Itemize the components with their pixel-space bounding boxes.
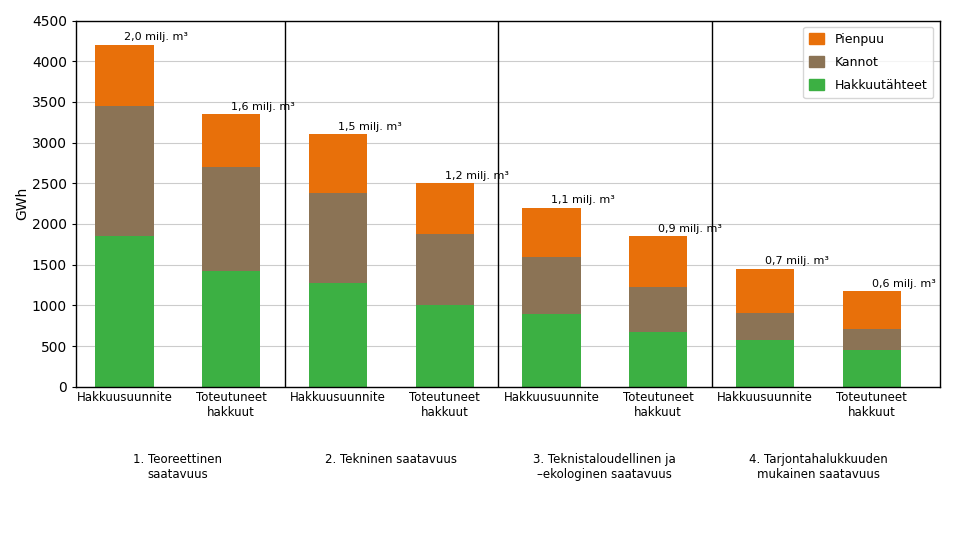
Bar — [95, 236, 154, 387]
Bar — [736, 269, 794, 313]
Bar — [416, 305, 474, 387]
Bar — [416, 183, 474, 234]
Text: 1,6 milj. m³: 1,6 milj. m³ — [231, 102, 295, 112]
Text: 0,9 milj. m³: 0,9 milj. m³ — [659, 224, 722, 234]
Bar — [736, 313, 794, 339]
Legend: Pienpuu, Kannot, Hakkuutähteet: Pienpuu, Kannot, Hakkuutähteet — [804, 27, 933, 98]
Bar — [203, 271, 260, 387]
Y-axis label: GWh: GWh — [15, 187, 29, 220]
Bar — [522, 314, 581, 387]
Bar — [95, 106, 154, 236]
Bar — [203, 167, 260, 271]
Bar — [309, 283, 367, 387]
Bar — [629, 236, 687, 287]
Bar — [843, 350, 900, 387]
Text: 1,5 milj. m³: 1,5 milj. m³ — [338, 122, 402, 132]
Bar — [843, 291, 900, 329]
Bar — [309, 193, 367, 283]
Bar — [203, 114, 260, 167]
Bar — [522, 208, 581, 256]
Text: 1,2 milj. m³: 1,2 milj. m³ — [444, 171, 509, 181]
Bar — [629, 332, 687, 387]
Text: 2,0 milj. m³: 2,0 milj. m³ — [125, 32, 188, 42]
Bar — [416, 234, 474, 305]
Text: 4. Tarjontahalukkuuden
mukainen saatavuus: 4. Tarjontahalukkuuden mukainen saatavuu… — [749, 453, 888, 481]
Bar — [736, 339, 794, 387]
Bar — [95, 45, 154, 106]
Text: 3. Teknistaloudellinen ja
–ekologinen saatavuus: 3. Teknistaloudellinen ja –ekologinen sa… — [534, 453, 676, 481]
Text: 0,7 milj. m³: 0,7 milj. m³ — [765, 256, 828, 266]
Text: 0,6 milj. m³: 0,6 milj. m³ — [872, 279, 936, 289]
Bar — [629, 287, 687, 332]
Text: 1. Teoreettinen
saatavuus: 1. Teoreettinen saatavuus — [133, 453, 223, 481]
Text: 2. Tekninen saatavuus: 2. Tekninen saatavuus — [325, 453, 457, 466]
Bar — [522, 256, 581, 314]
Bar — [309, 134, 367, 193]
Text: 1,1 milj. m³: 1,1 milj. m³ — [551, 195, 615, 205]
Bar — [843, 329, 900, 350]
